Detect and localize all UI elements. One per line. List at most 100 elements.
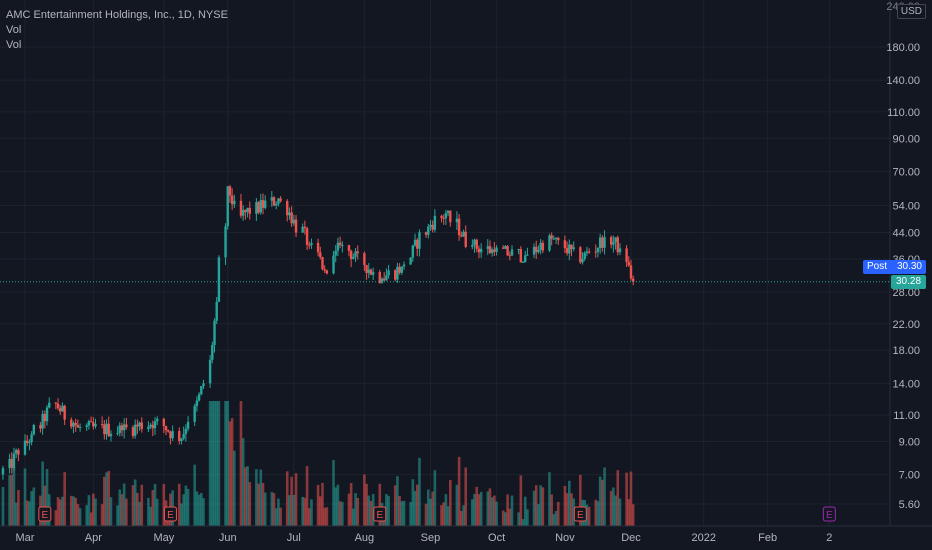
volume-bar [464,467,468,526]
candle-body [380,278,384,283]
volume-bar [208,401,212,526]
volume-bar [517,512,520,526]
volume-bar [556,501,560,526]
volume-bar [365,483,368,526]
volume-bar [541,487,545,526]
earnings-marker-label: E [577,510,584,521]
time-axis[interactable]: Mar Apr May Jun Jul Aug Sep Oct Nov Dec 2022 Feb 2 [0,525,932,544]
price-axis-tick-label: 180.00 [886,42,920,54]
volume-indicator-label-2[interactable]: Vol [6,39,22,51]
volume-bar [510,495,514,526]
symbol-title[interactable]: AMC Entertainment Holdings, Inc., 1D, NY… [6,9,228,21]
volume-bar [601,479,604,526]
volume-bar [457,456,461,526]
candle-body [10,458,13,468]
candle-body [292,219,296,224]
candle-body [418,232,421,249]
candle-body [230,195,234,205]
volume-bar [61,496,64,526]
candle-body [200,386,203,395]
earnings-marker-icon[interactable]: E [38,506,52,522]
candle-body [371,272,375,275]
volume-bar [193,464,196,526]
earnings-marker-label: E [41,510,48,521]
volume-bar [433,470,437,526]
candle-body [211,345,214,360]
volume-bar [270,491,274,526]
candle-body [85,425,88,427]
candle-body [105,423,108,435]
candle-body [217,257,221,302]
volume-bars [1,401,635,526]
volume-bar [402,500,406,526]
volume-bar [347,493,351,526]
earnings-marker-icon[interactable]: E [163,506,177,522]
candle-body [352,256,355,259]
candle-body [149,424,152,427]
candle-body [387,270,390,276]
volume-bar [396,476,399,526]
earnings-marker-label: E [826,510,833,521]
candle-body [294,219,298,233]
volume-bar [341,501,344,526]
volume-bar [552,514,556,526]
candle-body [501,247,505,249]
volume-bar [321,482,324,526]
candle-body [581,258,584,263]
volume-bar [534,485,538,526]
candle-body [524,255,527,262]
volume-bar [631,504,635,526]
volume-bar [565,493,569,526]
volume-bar [85,505,89,526]
post-label-text: Post [867,261,888,272]
price-axis[interactable]: 240.00180.00140.00110.0090.0070.0054.004… [886,0,920,526]
candle-body [303,226,307,229]
volume-bar [45,468,49,526]
volume-bar [17,490,20,526]
volume-bar [442,502,445,526]
candle-body [48,402,51,408]
candle-body [394,270,397,280]
candle-body [239,200,243,216]
candle-body [78,426,82,428]
candle-body [226,186,229,227]
candle-body [288,212,291,216]
candle-body [506,246,509,256]
volume-bar [125,498,128,526]
volume-bar [310,499,313,526]
time-axis-tick-label: 2 [826,532,832,544]
candle-body [471,245,474,247]
candle-body [202,383,205,387]
currency-button[interactable]: USD [896,4,926,19]
candle-body [140,422,143,430]
volume-bar [378,483,382,526]
candle-body [521,261,525,263]
candle-body [308,244,311,246]
volume-bar [371,493,375,526]
price-axis-tick-label: 28.00 [892,287,920,299]
time-axis-tick-label: Nov [555,532,575,544]
volume-indicator-label[interactable]: Vol [6,24,22,36]
candle-body [510,249,514,256]
volume-bar [363,474,366,526]
candle-body [354,251,357,257]
candle-body [54,402,58,404]
candle-body [277,198,280,204]
volume-bar [14,502,18,526]
earnings-marker-icon[interactable]: E [373,506,387,522]
volume-bar [272,493,276,526]
volume-bar [118,489,122,526]
volume-bar [303,497,307,526]
volume-bar [241,438,245,526]
time-axis-tick-label: Jun [219,532,237,544]
earnings-marker-icon[interactable]: E [573,506,587,522]
candle-body [552,238,556,240]
candle-body [519,249,523,263]
volume-bar [224,401,227,526]
volume-bar [30,491,33,526]
candle-body [565,248,569,254]
candle-body [424,232,428,235]
volume-bar [290,476,293,526]
earnings-marker-icon[interactable]: E [822,506,836,522]
